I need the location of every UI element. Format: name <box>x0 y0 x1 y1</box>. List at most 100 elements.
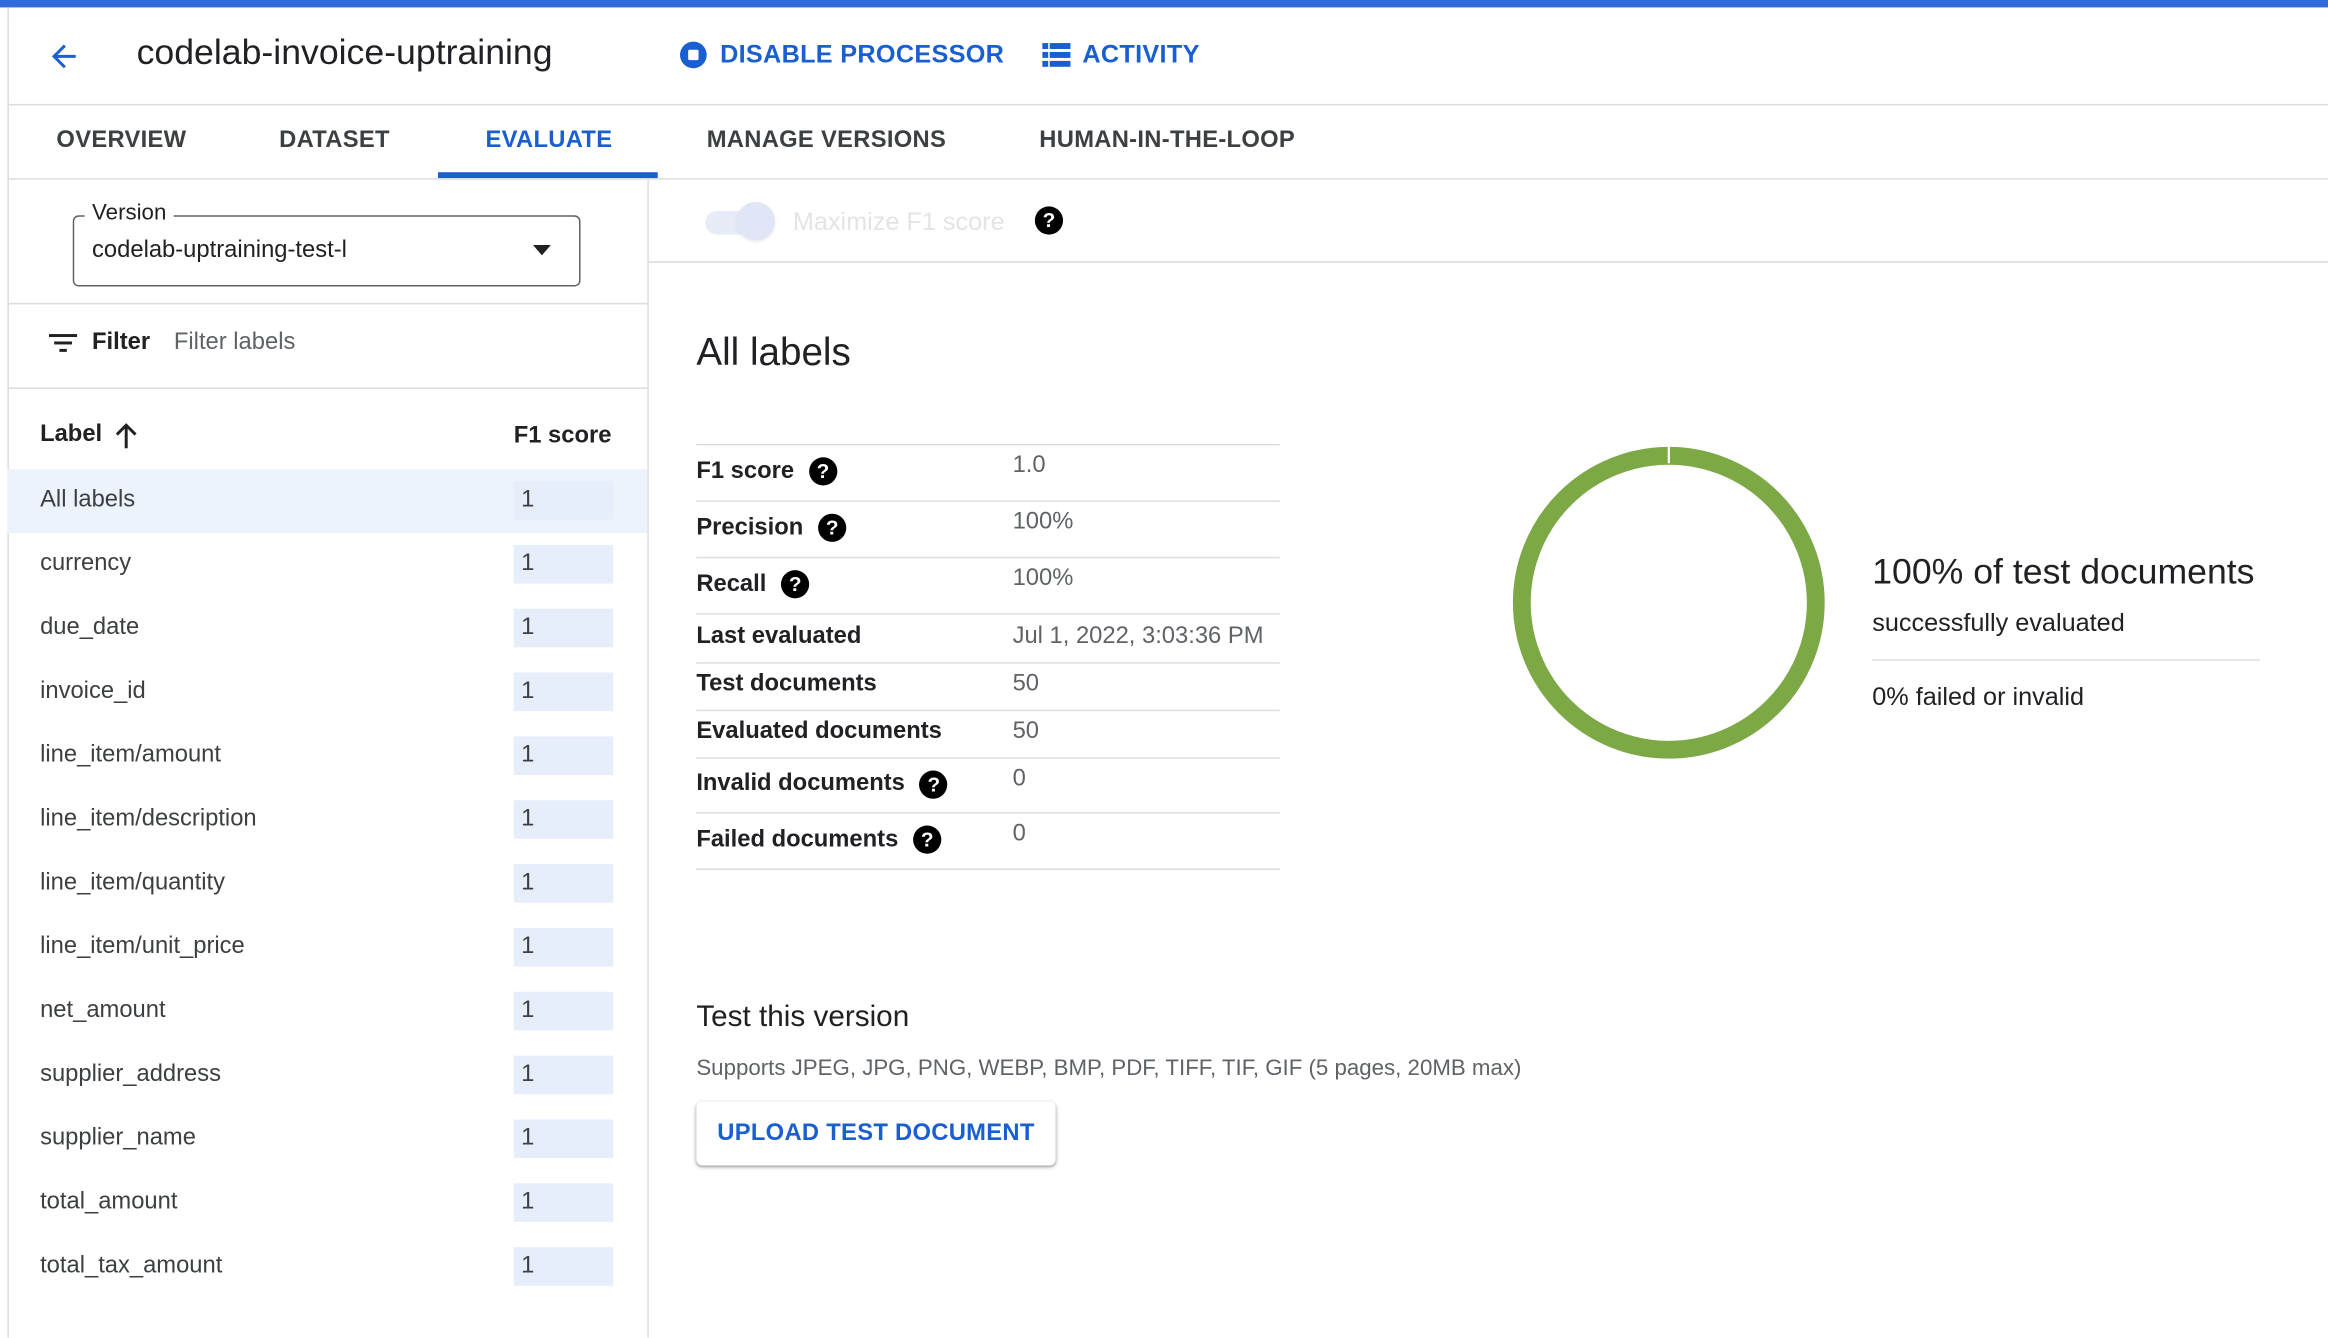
label-row[interactable]: supplier_address 1 <box>7 1044 647 1108</box>
label-row[interactable]: line_item/unit_price 1 <box>7 916 647 980</box>
metric-value: 50 <box>1012 671 1039 697</box>
label-row[interactable]: All labels 1 <box>7 469 648 534</box>
tab-overview[interactable]: OVERVIEW <box>56 127 187 153</box>
metric-divider <box>696 443 1280 446</box>
section-heading: All labels <box>696 329 851 375</box>
back-arrow-icon[interactable] <box>46 39 82 75</box>
summary-subtitle: successfully evaluated <box>1872 608 2125 637</box>
label-row[interactable]: supplier_name 1 <box>7 1108 647 1172</box>
f1-score-value: 1 <box>513 544 614 584</box>
metric-value: 1.0 <box>1012 452 1046 479</box>
label-row[interactable]: total_amount 1 <box>7 1171 647 1235</box>
toggle-divider <box>648 261 2328 263</box>
metric-value: 100% <box>1012 509 1074 535</box>
help-icon[interactable]: ? <box>818 513 847 542</box>
metric-divider <box>696 757 1280 759</box>
label-name: supplier_name <box>40 1125 196 1151</box>
label-row[interactable]: line_item/description 1 <box>7 788 647 852</box>
evaluation-donut-chart <box>1512 445 1825 759</box>
metric-label-text: Precision <box>696 514 804 540</box>
maximize-f1-label: Maximize F1 score <box>792 207 1005 237</box>
label-row[interactable]: total_tax_amount 1 <box>7 1235 647 1299</box>
label-name: total_tax_amount <box>40 1253 223 1279</box>
label-name: All labels <box>40 486 136 513</box>
dropdown-caret-icon[interactable] <box>533 244 551 256</box>
top-accent-bar <box>0 0 2328 8</box>
f1-score-value: 1 <box>513 800 614 839</box>
metric-label-text: Invalid documents <box>696 770 905 796</box>
f1-score-value: 1 <box>513 1247 614 1286</box>
metric-divider <box>696 556 1280 559</box>
metric-label: F1 score? <box>696 457 838 486</box>
help-icon[interactable]: ? <box>781 570 810 599</box>
tab-dataset[interactable]: DATASET <box>279 127 390 153</box>
header-divider <box>7 103 2328 106</box>
help-icon[interactable]: ? <box>919 769 948 799</box>
metric-divider <box>696 812 1280 814</box>
metric-label: Recall? <box>696 570 810 599</box>
f1-score-value: 1 <box>513 864 614 903</box>
test-version-heading: Test this version <box>696 1000 910 1034</box>
label-name: invoice_id <box>40 678 146 704</box>
f1-score-column-header: F1 score <box>513 423 612 449</box>
f1-score-value: 1 <box>513 1055 614 1095</box>
label-name: currency <box>40 550 132 577</box>
label-row[interactable]: currency 1 <box>7 533 647 597</box>
label-name: net_amount <box>40 997 166 1023</box>
version-field-label: Version <box>84 200 174 226</box>
metric-label-text: Evaluated documents <box>696 718 942 744</box>
disable-processor-label: DISABLE PROCESSOR <box>720 40 1005 69</box>
label-row[interactable]: line_item/amount 1 <box>7 725 647 789</box>
metric-label-text: Recall <box>696 570 767 597</box>
filter-row[interactable]: Filter Filter labels <box>48 329 296 357</box>
metric-value: Jul 1, 2022, 3:03:36 PM <box>1012 622 1264 649</box>
f1-score-value: 1 <box>513 481 614 520</box>
version-divider <box>7 302 648 305</box>
metric-value: 0 <box>1012 821 1026 847</box>
stop-circle-icon <box>679 41 707 69</box>
label-name: line_item/amount <box>40 742 221 768</box>
label-column-header[interactable]: Label <box>40 422 138 449</box>
label-row[interactable]: invoice_id 1 <box>7 661 647 725</box>
label-row[interactable]: due_date 1 <box>7 597 647 661</box>
filter-label: Filter <box>92 329 151 355</box>
version-select[interactable] <box>72 215 581 287</box>
supported-formats-text: Supports JPEG, JPG, PNG, WEBP, BMP, PDF,… <box>696 1055 1522 1081</box>
activity-button[interactable]: ACTIVITY <box>1042 40 1199 70</box>
metric-value: 50 <box>1012 718 1039 744</box>
version-select-value: codelab-uptraining-test-l <box>92 237 347 263</box>
page-title: codelab-invoice-uptraining <box>136 32 553 73</box>
tab-manage-versions[interactable]: MANAGE VERSIONS <box>706 127 947 153</box>
label-row[interactable]: net_amount 1 <box>7 980 647 1044</box>
tab-human-in-the-loop[interactable]: HUMAN-IN-THE-LOOP <box>1039 127 1296 153</box>
metric-divider <box>696 500 1280 502</box>
filter-input[interactable]: Filter labels <box>173 329 296 355</box>
label-row[interactable]: line_item/quantity 1 <box>7 852 647 916</box>
label-name: line_item/quantity <box>40 870 225 896</box>
label-name: total_amount <box>40 1189 178 1215</box>
upload-test-document-button[interactable]: UPLOAD TEST DOCUMENT <box>696 1101 1056 1166</box>
help-icon[interactable]: ? <box>808 457 838 486</box>
summary-failed: 0% failed or invalid <box>1872 682 2085 712</box>
metric-label-text: Failed documents <box>696 826 899 852</box>
filter-divider <box>7 387 648 389</box>
left-panel-divider <box>647 179 649 1338</box>
filter-icon <box>48 334 78 352</box>
f1-score-value: 1 <box>513 736 614 776</box>
tab-evaluate[interactable]: EVALUATE <box>485 127 613 153</box>
f1-score-value: 1 <box>513 672 614 712</box>
label-header-text: Label <box>40 421 103 447</box>
disable-processor-button[interactable]: DISABLE PROCESSOR <box>679 40 1005 70</box>
metric-label: Precision? <box>696 513 847 542</box>
metric-label-text: Last evaluated <box>696 622 862 649</box>
f1-score-value: 1 <box>513 927 614 967</box>
left-edge-divider <box>7 7 9 1338</box>
metric-divider <box>696 868 1280 871</box>
maximize-f1-toggle[interactable] <box>705 201 776 241</box>
f1-score-value: 1 <box>513 1119 614 1159</box>
metric-divider <box>696 709 1280 712</box>
help-icon[interactable]: ? <box>913 825 942 854</box>
metric-label-text: F1 score <box>696 458 795 484</box>
metric-value: 0 <box>1012 765 1026 791</box>
help-icon[interactable]: ? <box>1034 206 1064 235</box>
